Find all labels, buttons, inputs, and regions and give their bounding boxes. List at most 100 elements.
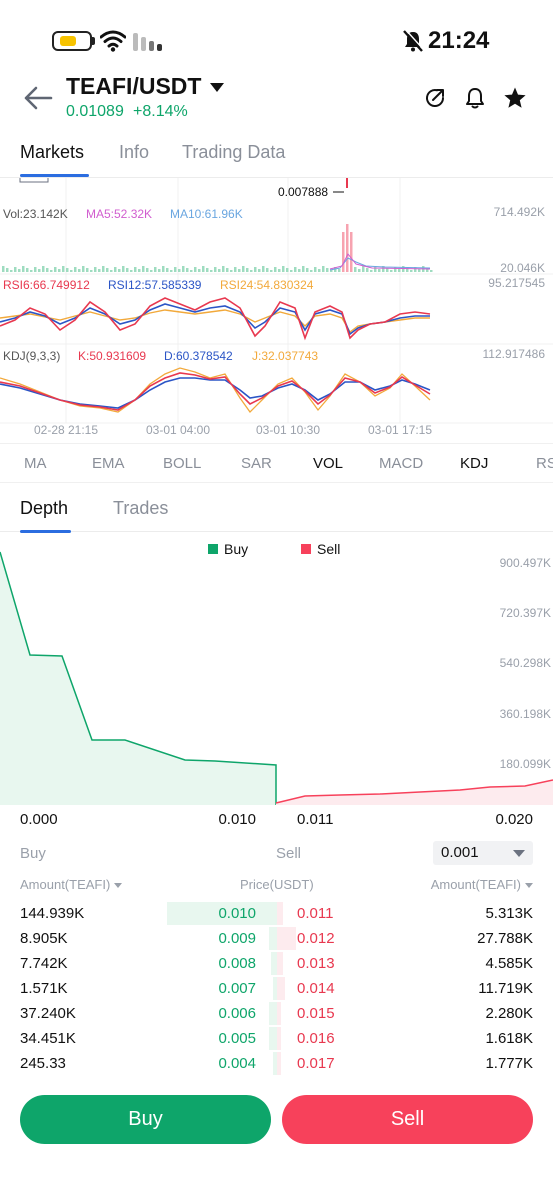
volume-bar <box>114 267 117 272</box>
volume-bar <box>278 269 281 272</box>
volume-bar <box>226 268 229 272</box>
volume-bar <box>362 266 365 272</box>
kdj-j-line <box>0 368 430 412</box>
ask-depth-bar <box>277 1002 281 1025</box>
legend-sell-swatch <box>301 544 311 554</box>
volume-bar <box>66 268 69 272</box>
volume-bar <box>194 267 197 272</box>
kdj-k-label: K:50.931609 <box>78 349 146 363</box>
chevron-down-icon[interactable] <box>210 83 224 93</box>
order-book-row[interactable]: 37.240K 0.006 0.015 2.280K <box>0 1001 553 1026</box>
order-book-row[interactable]: 144.939K 0.010 0.011 5.313K <box>0 901 553 926</box>
indicator-tab-macd[interactable]: MACD <box>379 455 423 472</box>
volume-bar <box>298 269 301 272</box>
depth-chart[interactable]: Buy Sell 900.497K 720.397K 540.298K 360.… <box>0 532 553 832</box>
order-book-row[interactable]: 7.742K 0.008 0.013 4.585K <box>0 951 553 976</box>
tab-trades[interactable]: Trades <box>113 498 168 519</box>
volume-bar <box>234 267 237 272</box>
volume-bar <box>158 269 161 272</box>
volume-bar <box>318 269 321 272</box>
order-book-row[interactable]: 1.571K 0.007 0.014 11.719K <box>0 976 553 1001</box>
indicator-tab-ema[interactable]: EMA <box>92 455 125 472</box>
order-book-row[interactable]: 8.905K 0.009 0.012 27.788K <box>0 926 553 951</box>
volume-bar <box>378 269 381 272</box>
precision-select[interactable]: 0.001 <box>433 841 533 865</box>
tab-markets[interactable]: Markets <box>20 142 84 163</box>
battery-icon <box>52 31 92 51</box>
rsi12-label: RSI12:57.585339 <box>108 278 202 292</box>
volume-bar <box>14 267 17 272</box>
battery-cap <box>92 37 95 45</box>
bell-icon[interactable] <box>463 86 487 110</box>
indicator-tab-rsi[interactable]: RSI <box>536 455 553 472</box>
volume-bar <box>418 269 421 272</box>
kdj-k-line <box>0 373 430 410</box>
volume-bar <box>170 270 173 272</box>
ask-amount: 2.280K <box>485 1005 533 1022</box>
indicator-tab-ma[interactable]: MA <box>24 455 47 472</box>
back-arrow-icon[interactable] <box>22 84 54 112</box>
chevron-down-icon <box>513 850 525 857</box>
price-candle-remnant <box>20 178 48 182</box>
indicator-tab-kdj[interactable]: KDJ <box>460 455 488 472</box>
bid-amount: 8.905K <box>20 930 68 947</box>
indicator-tab-sar[interactable]: SAR <box>241 455 272 472</box>
bid-price: 0.008 <box>218 955 256 972</box>
kdj-d-line <box>0 378 430 408</box>
tab-trading-data[interactable]: Trading Data <box>182 142 285 163</box>
volume-bar <box>10 270 13 272</box>
clock: 21:24 <box>428 27 489 55</box>
volume-bar <box>390 270 393 272</box>
volume-bar <box>18 269 21 272</box>
volume-bar <box>82 266 85 272</box>
volume-bar <box>110 270 113 272</box>
volume-bar <box>94 267 97 272</box>
indicator-tab-vol[interactable]: VOL <box>313 455 343 472</box>
volume-bar <box>238 269 241 272</box>
volume-bar <box>286 268 289 272</box>
bid-depth-bar <box>269 1027 277 1050</box>
volume-bar <box>30 270 33 272</box>
order-book-row[interactable]: 34.451K 0.005 0.016 1.618K <box>0 1026 553 1051</box>
star-icon[interactable] <box>503 86 527 110</box>
col-price: Price(USDT) <box>240 877 314 892</box>
buy-button[interactable]: Buy <box>20 1095 271 1144</box>
volume-bar <box>106 268 109 272</box>
volume-bar <box>346 224 349 272</box>
bid-price: 0.006 <box>218 1005 256 1022</box>
kdj-axis-top: 112.917486 <box>482 347 545 361</box>
col-amount-left[interactable]: Amount(TEAFI) <box>20 877 122 892</box>
legend-buy-label: Buy <box>224 541 248 557</box>
ask-price: 0.012 <box>297 930 335 947</box>
vol-axis-bottom: 20.046K <box>500 261 545 275</box>
volume-bar <box>206 268 209 272</box>
volume-bar <box>250 270 253 272</box>
pair-title[interactable]: TEAFI/USDT <box>66 73 201 100</box>
depth-y-label: 720.397K <box>500 606 551 620</box>
rsi-axis-top: 95.217545 <box>488 276 545 290</box>
tab-depth[interactable]: Depth <box>20 498 68 519</box>
kdj-d-label: D:60.378542 <box>164 349 233 363</box>
depth-x-label: 0.020 <box>495 811 533 828</box>
volume-bar <box>302 266 305 272</box>
indicator-tab-boll[interactable]: BOLL <box>163 455 201 472</box>
share-icon[interactable] <box>423 86 447 110</box>
depth-y-label: 540.298K <box>500 656 551 670</box>
kline-chart[interactable]: 0.007888 Vol:23.142K MA5:52.32K MA10:61.… <box>0 178 553 443</box>
sell-button[interactable]: Sell <box>282 1095 533 1144</box>
volume-bar <box>2 266 5 272</box>
rsi24-label: RSI24:54.830324 <box>220 278 314 292</box>
col-amount-right-label: Amount(TEAFI) <box>431 877 521 892</box>
volume-bar <box>118 269 121 272</box>
volume-bar <box>242 266 245 272</box>
tab-info[interactable]: Info <box>119 142 149 163</box>
volume-bar <box>102 266 105 272</box>
volume-bar <box>358 269 361 272</box>
volume-bar <box>42 266 45 272</box>
col-amount-right[interactable]: Amount(TEAFI) <box>431 877 533 892</box>
ask-price: 0.011 <box>297 905 333 922</box>
volume-bar <box>270 270 273 272</box>
volume-bar <box>146 268 149 272</box>
order-book-row[interactable]: 245.33 0.004 0.017 1.777K <box>0 1051 553 1076</box>
volume-bar <box>154 267 157 272</box>
